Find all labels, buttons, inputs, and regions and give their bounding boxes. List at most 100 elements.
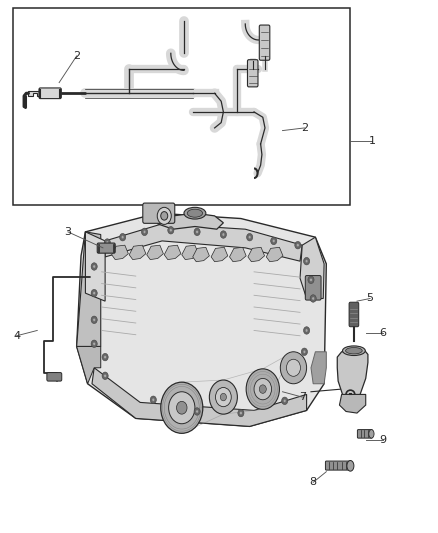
FancyBboxPatch shape — [357, 430, 372, 438]
FancyBboxPatch shape — [39, 88, 61, 99]
Circle shape — [91, 263, 97, 270]
Circle shape — [104, 356, 106, 359]
Polygon shape — [105, 224, 302, 261]
Circle shape — [304, 327, 310, 334]
Circle shape — [91, 316, 97, 324]
Polygon shape — [112, 245, 128, 260]
Circle shape — [280, 352, 307, 384]
Text: 3: 3 — [64, 227, 71, 237]
Bar — [13, 8, 350, 205]
Circle shape — [238, 409, 244, 417]
Circle shape — [254, 378, 272, 400]
Circle shape — [312, 297, 314, 300]
Circle shape — [150, 396, 156, 403]
Polygon shape — [230, 247, 246, 262]
Polygon shape — [339, 394, 366, 413]
Circle shape — [196, 230, 198, 233]
Circle shape — [248, 236, 251, 239]
Circle shape — [295, 241, 301, 249]
Circle shape — [247, 233, 253, 241]
Circle shape — [194, 408, 200, 415]
Circle shape — [310, 278, 312, 281]
Polygon shape — [300, 237, 324, 298]
Circle shape — [93, 265, 95, 268]
Circle shape — [169, 392, 195, 424]
Circle shape — [91, 289, 97, 297]
Circle shape — [209, 380, 237, 414]
Circle shape — [222, 233, 225, 236]
Circle shape — [104, 374, 106, 377]
Text: 8: 8 — [310, 478, 317, 487]
Circle shape — [106, 241, 109, 244]
Circle shape — [93, 318, 95, 321]
Polygon shape — [77, 213, 326, 426]
Polygon shape — [164, 245, 181, 260]
FancyBboxPatch shape — [247, 60, 258, 87]
Circle shape — [102, 372, 108, 379]
Circle shape — [283, 399, 286, 402]
Ellipse shape — [346, 348, 362, 354]
Circle shape — [152, 398, 155, 401]
Ellipse shape — [187, 209, 202, 217]
Circle shape — [168, 227, 174, 234]
Circle shape — [91, 340, 97, 348]
FancyBboxPatch shape — [349, 302, 359, 327]
Circle shape — [104, 239, 110, 246]
Circle shape — [143, 230, 146, 233]
Circle shape — [240, 411, 242, 415]
Text: 7: 7 — [299, 392, 306, 402]
Ellipse shape — [369, 430, 374, 438]
Polygon shape — [311, 352, 326, 384]
Polygon shape — [28, 91, 42, 96]
Circle shape — [220, 231, 226, 238]
Text: 2: 2 — [301, 123, 308, 133]
Circle shape — [161, 382, 203, 433]
Text: 9: 9 — [380, 435, 387, 445]
Polygon shape — [266, 247, 283, 262]
Circle shape — [310, 295, 316, 302]
Polygon shape — [248, 247, 265, 262]
Circle shape — [161, 212, 168, 220]
Ellipse shape — [343, 346, 365, 356]
Circle shape — [177, 401, 187, 414]
Polygon shape — [129, 245, 146, 260]
Text: 2: 2 — [73, 51, 80, 61]
Polygon shape — [147, 245, 163, 260]
Circle shape — [303, 350, 306, 353]
Circle shape — [304, 257, 310, 265]
Circle shape — [305, 260, 308, 263]
FancyBboxPatch shape — [143, 203, 175, 223]
Circle shape — [301, 348, 307, 356]
Circle shape — [196, 410, 198, 413]
Circle shape — [246, 369, 279, 409]
FancyBboxPatch shape — [47, 373, 62, 381]
FancyBboxPatch shape — [259, 25, 270, 60]
Polygon shape — [77, 232, 101, 346]
Polygon shape — [92, 368, 307, 426]
FancyBboxPatch shape — [305, 276, 321, 300]
Circle shape — [215, 387, 231, 407]
Polygon shape — [193, 247, 209, 262]
Circle shape — [220, 393, 226, 401]
Circle shape — [93, 342, 95, 345]
Circle shape — [282, 397, 288, 405]
Polygon shape — [77, 346, 101, 384]
Circle shape — [271, 237, 277, 245]
Circle shape — [102, 353, 108, 361]
FancyBboxPatch shape — [97, 243, 115, 253]
Polygon shape — [182, 245, 198, 260]
Circle shape — [157, 207, 171, 224]
Text: 6: 6 — [380, 328, 387, 338]
Circle shape — [286, 359, 300, 376]
Circle shape — [120, 233, 126, 241]
Circle shape — [305, 329, 308, 332]
Circle shape — [308, 276, 314, 284]
Polygon shape — [211, 247, 228, 262]
FancyBboxPatch shape — [325, 461, 351, 470]
Ellipse shape — [347, 461, 354, 471]
Polygon shape — [85, 232, 105, 301]
Circle shape — [272, 239, 275, 243]
Text: 5: 5 — [367, 294, 374, 303]
Circle shape — [93, 292, 95, 295]
Text: 1: 1 — [369, 136, 376, 146]
